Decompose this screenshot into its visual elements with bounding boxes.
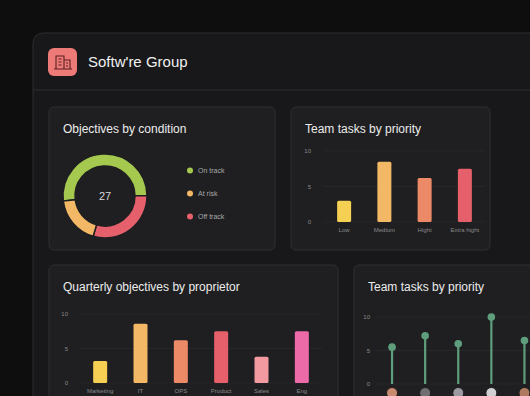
donut-center-label: 27 bbox=[99, 190, 111, 202]
lollipop-head bbox=[488, 313, 496, 321]
panel bbox=[33, 33, 530, 396]
category-label: IT bbox=[138, 388, 144, 394]
lollipop-stem bbox=[424, 336, 426, 384]
grid-line bbox=[376, 317, 530, 318]
bar bbox=[377, 162, 391, 222]
lollipop bbox=[488, 313, 496, 384]
lollipop-head bbox=[454, 340, 462, 348]
category-label: Sales bbox=[254, 388, 269, 394]
tick-label: 5 bbox=[367, 348, 371, 354]
tick-label: 10 bbox=[304, 148, 311, 154]
divider bbox=[33, 90, 530, 91]
bar bbox=[134, 324, 148, 383]
category-label: Hight bbox=[418, 227, 432, 233]
grid-line bbox=[376, 350, 530, 351]
tick-label: 10 bbox=[61, 311, 68, 317]
plot-area bbox=[337, 162, 472, 222]
plot-area bbox=[388, 313, 528, 384]
lollipop bbox=[388, 343, 396, 384]
bar bbox=[295, 331, 309, 383]
bar bbox=[174, 340, 188, 383]
donut-slice bbox=[93, 196, 147, 238]
bar bbox=[255, 357, 269, 383]
category-label: Product bbox=[211, 388, 232, 394]
bar bbox=[93, 361, 107, 383]
legend-swatch bbox=[187, 191, 193, 197]
chart-title: Quarterly objectives by proprietor bbox=[63, 280, 240, 294]
tick-label: 0 bbox=[367, 381, 371, 387]
category-label: Eng bbox=[296, 388, 307, 394]
lollipop-head bbox=[421, 332, 429, 340]
category-label: Marketing bbox=[87, 388, 113, 394]
category-label: Extra hight bbox=[451, 227, 480, 233]
category-label: Low bbox=[339, 227, 351, 233]
bar bbox=[214, 331, 228, 383]
lollipop-head bbox=[388, 343, 396, 351]
lollipop-stem bbox=[523, 340, 525, 384]
donut-slice bbox=[63, 154, 147, 201]
header-title: Softw're Group bbox=[88, 53, 188, 70]
bar bbox=[458, 169, 472, 222]
chart-title: Objectives by condition bbox=[63, 122, 186, 136]
category-label: Medium bbox=[374, 227, 395, 233]
grid-line bbox=[80, 314, 322, 315]
tick-label: 0 bbox=[308, 219, 312, 225]
bar bbox=[418, 178, 432, 222]
lollipop bbox=[454, 340, 462, 384]
card bbox=[49, 107, 275, 250]
grid-line bbox=[80, 348, 322, 349]
grid-line bbox=[324, 151, 485, 152]
lollipop bbox=[521, 337, 529, 384]
page: Softw're Group Objectives by condition 27 O… bbox=[0, 0, 530, 396]
donut-slice bbox=[63, 200, 96, 237]
chart-title: Team tasks by priority bbox=[305, 122, 421, 136]
grid-line bbox=[80, 383, 322, 384]
legend-label: On track bbox=[198, 167, 225, 174]
grid-line bbox=[376, 384, 530, 385]
plot-area bbox=[93, 324, 309, 383]
legend-label: Off track bbox=[198, 213, 225, 220]
tick-label: 5 bbox=[65, 346, 69, 352]
legend-swatch bbox=[187, 168, 193, 174]
lollipop-stem bbox=[490, 317, 492, 384]
bar bbox=[337, 201, 351, 222]
category-label: OPS bbox=[174, 388, 187, 394]
legend-swatch bbox=[187, 214, 193, 220]
avatar bbox=[519, 388, 530, 396]
legend-label: At risk bbox=[198, 190, 218, 197]
tick-label: 5 bbox=[308, 184, 312, 190]
card bbox=[291, 107, 490, 250]
avatar bbox=[420, 388, 431, 396]
card bbox=[354, 265, 530, 396]
lollipop-head bbox=[521, 337, 529, 345]
lollipop bbox=[421, 332, 429, 384]
card bbox=[49, 265, 338, 396]
tick-label: 0 bbox=[65, 380, 69, 386]
lollipop-stem bbox=[457, 344, 459, 384]
header-icon bbox=[48, 48, 77, 76]
chart-title: Team tasks by priority bbox=[368, 280, 484, 294]
avatar bbox=[453, 388, 464, 396]
header-icon-glyph bbox=[54, 56, 72, 69]
avatar bbox=[486, 388, 497, 396]
avatar bbox=[387, 388, 398, 396]
tick-label: 10 bbox=[363, 314, 370, 320]
lollipop-stem bbox=[391, 347, 393, 384]
